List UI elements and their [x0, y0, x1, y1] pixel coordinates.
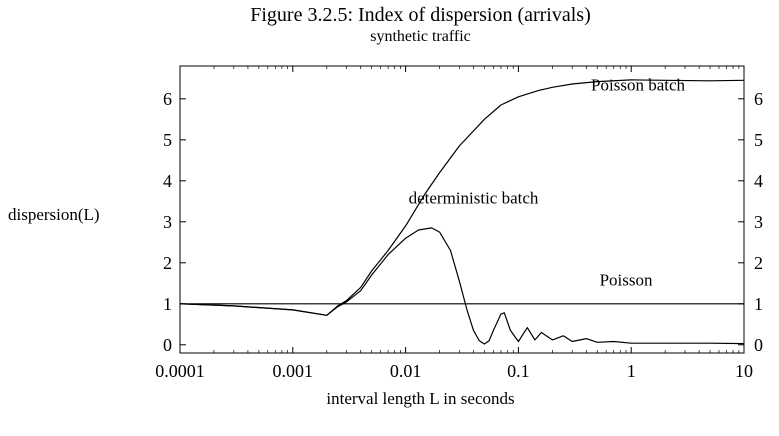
x-axis-label: interval length L in seconds: [326, 389, 515, 408]
y-tick-label-left: 3: [163, 212, 172, 232]
x-tick-label: 0.01: [390, 361, 422, 381]
chart-title: Figure 3.2.5: Index of dispersion (arriv…: [250, 4, 591, 26]
series-line-deterministic-batch: [179, 227, 745, 345]
y-tick-label-right: 6: [754, 89, 763, 109]
x-tick-label: 0.001: [273, 361, 314, 381]
y-axis-label: dispersion(L): [8, 205, 100, 224]
y-tick-label-right: 0: [754, 335, 763, 355]
x-tick-label: 10: [735, 361, 753, 381]
y-tick-label-right: 4: [754, 171, 763, 191]
x-tick-label: 1: [627, 361, 636, 381]
y-tick-label-right: 2: [754, 253, 763, 273]
y-tick-label-right: 3: [754, 212, 763, 232]
y-tick-label-right: 5: [754, 130, 763, 150]
y-tick-label-left: 5: [163, 130, 172, 150]
x-tick-label: 0.0001: [155, 361, 205, 381]
annotation-poisson-batch: Poisson batch: [591, 76, 685, 95]
x-tick-label: 0.1: [507, 361, 530, 381]
annotation-poisson: Poisson: [600, 270, 653, 289]
chart-subtitle: synthetic traffic: [370, 28, 471, 45]
plot-frame: [179, 65, 745, 354]
y-tick-label-left: 2: [163, 253, 172, 273]
y-tick-label-left: 6: [163, 89, 172, 109]
y-tick-label-left: 1: [163, 294, 172, 314]
y-tick-label-left: 4: [163, 171, 172, 191]
y-tick-label-left: 0: [163, 335, 172, 355]
y-tick-label-right: 1: [754, 294, 763, 314]
annotation-deterministic-batch: deterministic batch: [409, 188, 539, 207]
